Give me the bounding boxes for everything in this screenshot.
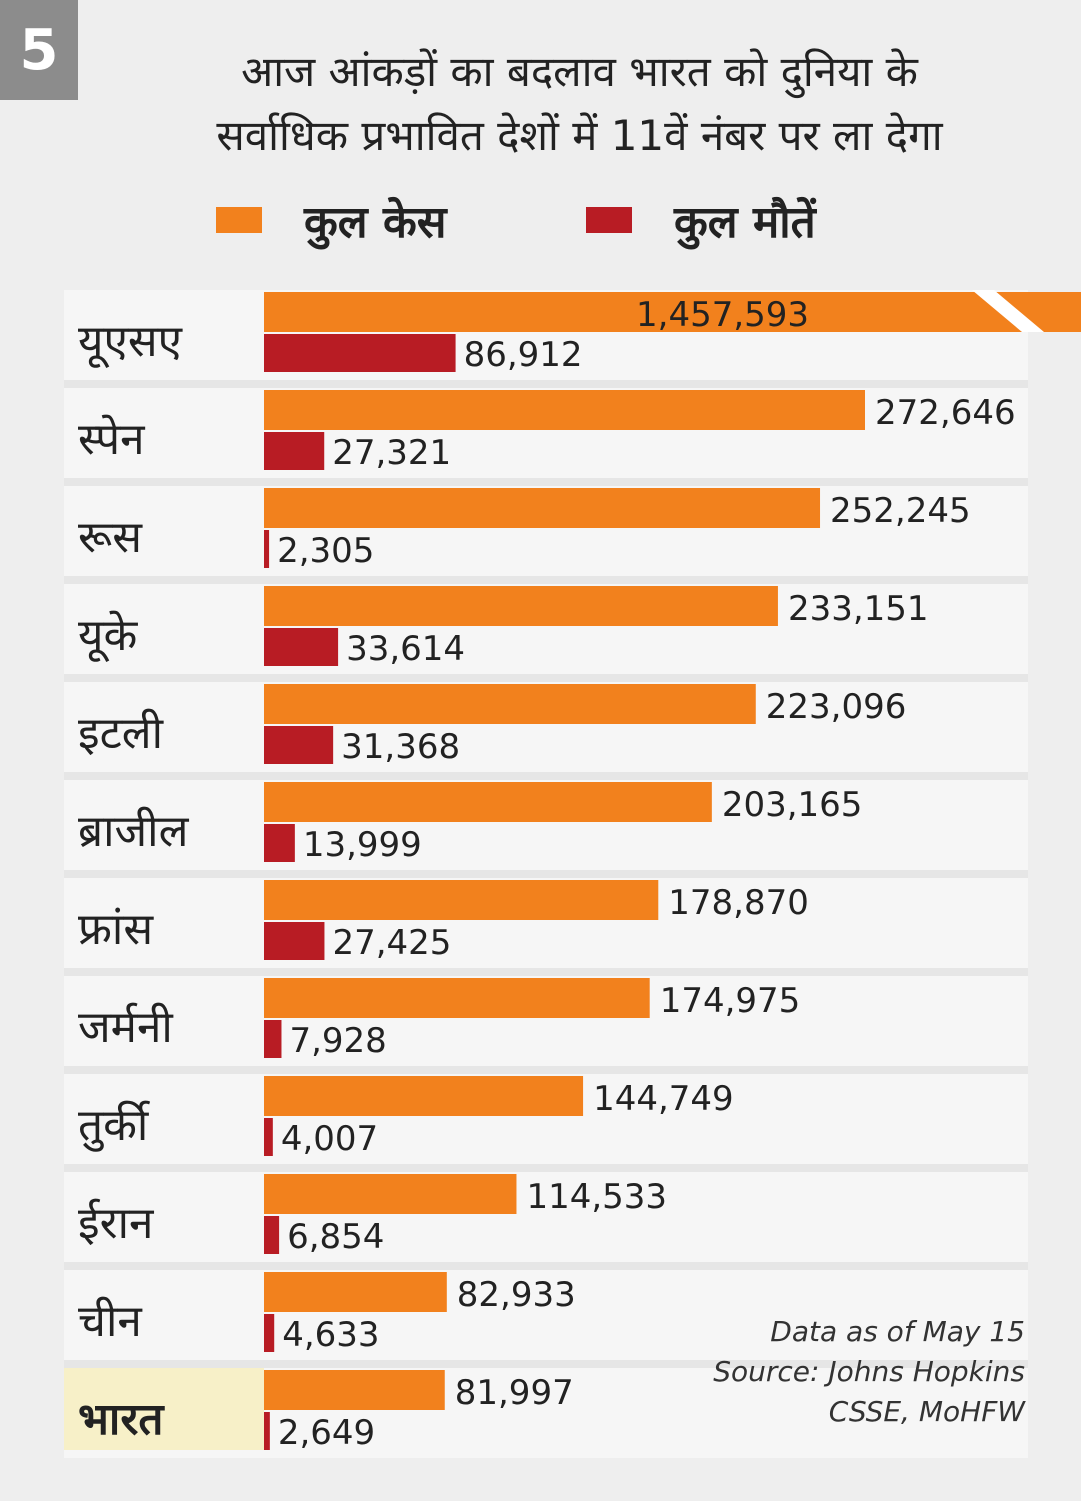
row-separator — [64, 1262, 1028, 1270]
deaths-value-label: 4,007 — [281, 1119, 378, 1159]
cases-value-label: 81,997 — [455, 1373, 574, 1413]
country-label: इटली — [78, 708, 165, 759]
chart-title: आज आंकड़ों का बदलाव भारत को दुनिया के सर… — [78, 40, 1081, 168]
legend: कुल केस कुल मौतें — [0, 190, 1081, 250]
country-label: फ्रांस — [78, 904, 154, 955]
chart-title-line-1: आज आंकड़ों का बदलाव भारत को दुनिया के — [241, 47, 918, 96]
deaths-bar — [264, 1020, 282, 1058]
cases-bar — [264, 1174, 517, 1214]
cases-bar — [264, 292, 1081, 332]
deaths-value-label: 13,999 — [303, 825, 422, 865]
deaths-bar — [264, 824, 295, 862]
deaths-bar — [264, 530, 270, 568]
cases-bar — [264, 586, 778, 626]
deaths-value-label: 4,633 — [282, 1315, 379, 1355]
deaths-bar — [264, 1216, 280, 1254]
deaths-bar — [264, 628, 339, 666]
legend-swatch-cases — [216, 207, 262, 233]
row-separator — [64, 1164, 1028, 1172]
cases-value-label: 252,245 — [830, 491, 971, 531]
cases-value-label: 114,533 — [526, 1177, 667, 1217]
chart-title-line-2: सर्वाधिक प्रभावित देशों में 11वें नंबर प… — [216, 111, 943, 160]
deaths-value-label: 27,321 — [332, 433, 451, 473]
deaths-value-label: 6,854 — [287, 1217, 384, 1257]
cases-bar — [264, 978, 650, 1018]
cases-bar — [264, 880, 659, 920]
cases-value-label: 272,646 — [875, 393, 1016, 433]
country-label: स्पेन — [78, 414, 146, 465]
cases-bar — [264, 1370, 445, 1410]
row-separator — [64, 1066, 1028, 1074]
deaths-bar — [264, 432, 325, 470]
deaths-value-label: 27,425 — [332, 923, 451, 963]
row-separator — [64, 870, 1028, 878]
source-note-source: Source: Johns Hopkins — [713, 1355, 1025, 1388]
legend-item-cases: कुल केस — [216, 190, 446, 250]
deaths-bar — [264, 334, 456, 372]
cases-bar — [264, 1076, 584, 1116]
cases-bar — [264, 1272, 447, 1312]
row-separator — [64, 968, 1028, 976]
axis-break-mark — [972, 290, 1044, 332]
deaths-value-label: 2,305 — [277, 531, 374, 571]
highlight-band — [64, 1368, 264, 1450]
source-note-date: Data as of May 15 — [770, 1315, 1025, 1348]
cases-bar — [264, 488, 821, 528]
deaths-value-label: 33,614 — [346, 629, 465, 669]
country-label: ईरान — [78, 1198, 155, 1249]
cases-value-label: 1,457,593 — [636, 295, 809, 335]
legend-label-cases: कुल केस — [304, 197, 447, 248]
deaths-value-label: 2,649 — [278, 1413, 375, 1453]
deaths-value-label: 7,928 — [289, 1021, 386, 1061]
cases-value-label: 144,749 — [593, 1079, 734, 1119]
country-label: ब्राजील — [78, 806, 190, 857]
deaths-value-label: 31,368 — [341, 727, 460, 767]
cases-value-label: 174,975 — [660, 981, 801, 1021]
cases-bar — [264, 390, 865, 430]
row-separator — [64, 674, 1028, 682]
deaths-bar — [264, 1118, 273, 1156]
cases-bar — [264, 782, 712, 822]
legend-label-deaths: कुल मौतें — [674, 197, 816, 248]
country-label: भारत — [78, 1394, 165, 1445]
country-label: यूके — [78, 610, 139, 663]
chart-number-badge: 5 — [0, 0, 78, 100]
cases-value-label: 178,870 — [668, 883, 809, 923]
cases-value-label: 233,151 — [788, 589, 929, 629]
row-separator — [64, 772, 1028, 780]
country-label: जर्मनी — [78, 1002, 174, 1053]
cases-bar — [264, 684, 756, 724]
source-note-source-2: CSSE, MoHFW — [828, 1395, 1025, 1428]
deaths-bar — [264, 922, 325, 960]
country-label: यूएसए — [78, 316, 183, 369]
row-separator — [64, 478, 1028, 486]
cases-value-label: 203,165 — [722, 785, 863, 825]
deaths-bar — [264, 726, 334, 764]
deaths-bar — [264, 1412, 270, 1450]
source-note: Data as of May 15 Source: Johns Hopkins … — [713, 1312, 1025, 1432]
country-label: तुर्की — [78, 1100, 151, 1152]
row-separator — [64, 1360, 1028, 1368]
cases-value-label: 82,933 — [457, 1275, 576, 1315]
legend-item-deaths: कुल मौतें — [586, 190, 816, 250]
country-label: रूस — [78, 512, 143, 563]
cases-value-label: 223,096 — [766, 687, 907, 727]
row-separator — [64, 576, 1028, 584]
deaths-value-label: 86,912 — [464, 335, 583, 375]
row-separator — [64, 380, 1028, 388]
country-label: चीन — [78, 1296, 143, 1347]
deaths-bar — [264, 1314, 275, 1352]
legend-swatch-deaths — [586, 207, 632, 233]
